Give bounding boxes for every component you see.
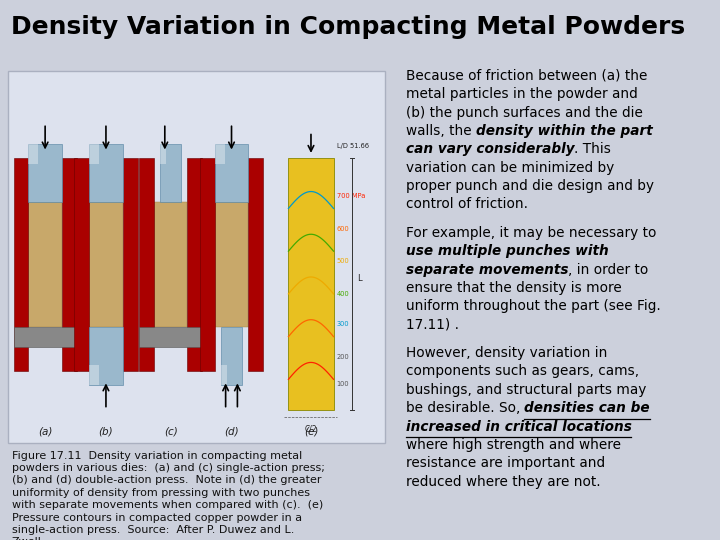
- Text: . This: . This: [574, 142, 611, 156]
- Bar: [29, 144, 38, 164]
- Bar: [187, 158, 202, 371]
- Bar: [215, 144, 248, 201]
- Text: metal particles in the powder and: metal particles in the powder and: [405, 87, 637, 101]
- Bar: [89, 144, 122, 201]
- Bar: [215, 201, 248, 327]
- Text: 17.11) .: 17.11) .: [405, 318, 459, 332]
- Text: , in order to: , in order to: [568, 262, 648, 276]
- Bar: [89, 365, 99, 386]
- Text: L: L: [357, 274, 361, 284]
- Text: uniform throughout the part (see Fig.: uniform throughout the part (see Fig.: [405, 299, 660, 313]
- Text: C/2: C/2: [305, 424, 318, 433]
- Bar: [29, 144, 62, 201]
- Text: 600: 600: [337, 226, 349, 232]
- Text: increased in critical locations: increased in critical locations: [405, 420, 631, 434]
- Bar: [221, 327, 243, 386]
- Bar: [14, 158, 29, 371]
- Text: density within the part: density within the part: [475, 124, 652, 138]
- Text: Figure 17.11  Density variation in compacting metal
powders in various dies:  (a: Figure 17.11 Density variation in compac…: [12, 450, 325, 540]
- Text: For example, it may be necessary to: For example, it may be necessary to: [405, 226, 656, 240]
- Text: Because of friction between (a) the: Because of friction between (a) the: [405, 69, 647, 83]
- Text: proper punch and die design and by: proper punch and die design and by: [405, 179, 654, 193]
- Bar: [200, 158, 215, 371]
- Bar: [160, 144, 166, 164]
- Bar: [29, 201, 62, 327]
- Text: (c): (c): [164, 427, 178, 436]
- Text: (d): (d): [224, 427, 239, 436]
- Bar: [89, 327, 122, 386]
- Text: 200: 200: [337, 354, 349, 360]
- Bar: [221, 365, 228, 386]
- Bar: [89, 144, 99, 164]
- Text: be desirable. So,: be desirable. So,: [405, 401, 524, 415]
- Text: However, density variation in: However, density variation in: [405, 346, 607, 360]
- Text: (e): (e): [304, 427, 318, 436]
- Text: control of friction.: control of friction.: [405, 197, 528, 211]
- FancyBboxPatch shape: [8, 71, 384, 443]
- Text: L/D 51.66: L/D 51.66: [337, 143, 369, 148]
- Bar: [122, 158, 138, 371]
- Text: variation can be minimized by: variation can be minimized by: [405, 160, 613, 174]
- Bar: [14, 327, 77, 347]
- Text: 500: 500: [337, 258, 349, 264]
- Bar: [62, 158, 77, 371]
- Text: Density Variation in Compacting Metal Powders: Density Variation in Compacting Metal Po…: [11, 15, 685, 39]
- Text: use multiple punches with: use multiple punches with: [405, 244, 608, 258]
- Bar: [139, 158, 154, 371]
- Text: (a): (a): [38, 427, 53, 436]
- Bar: [160, 144, 181, 201]
- Bar: [215, 144, 225, 164]
- Text: bushings, and structural parts may: bushings, and structural parts may: [405, 383, 646, 397]
- Bar: [154, 201, 187, 327]
- Bar: [139, 327, 202, 347]
- Bar: [289, 158, 333, 409]
- Text: (b): (b): [99, 427, 113, 436]
- Text: 700 MPa: 700 MPa: [337, 193, 365, 199]
- Text: separate movements: separate movements: [405, 262, 568, 276]
- Text: where high strength and where: where high strength and where: [405, 438, 621, 452]
- Text: reduced where they are not.: reduced where they are not.: [405, 475, 600, 489]
- Text: components such as gears, cams,: components such as gears, cams,: [405, 364, 639, 379]
- Text: ensure that the density is more: ensure that the density is more: [405, 281, 621, 295]
- Text: can vary considerably: can vary considerably: [405, 142, 574, 156]
- Text: resistance are important and: resistance are important and: [405, 456, 605, 470]
- Text: (b) the punch surfaces and the die: (b) the punch surfaces and the die: [405, 105, 642, 119]
- Bar: [74, 158, 89, 371]
- Bar: [89, 201, 122, 327]
- Text: 100: 100: [337, 381, 349, 387]
- Text: 400: 400: [337, 291, 349, 297]
- Text: walls, the: walls, the: [405, 124, 475, 138]
- Text: 300: 300: [337, 321, 349, 327]
- Text: densities can be: densities can be: [524, 401, 650, 415]
- Bar: [248, 158, 263, 371]
